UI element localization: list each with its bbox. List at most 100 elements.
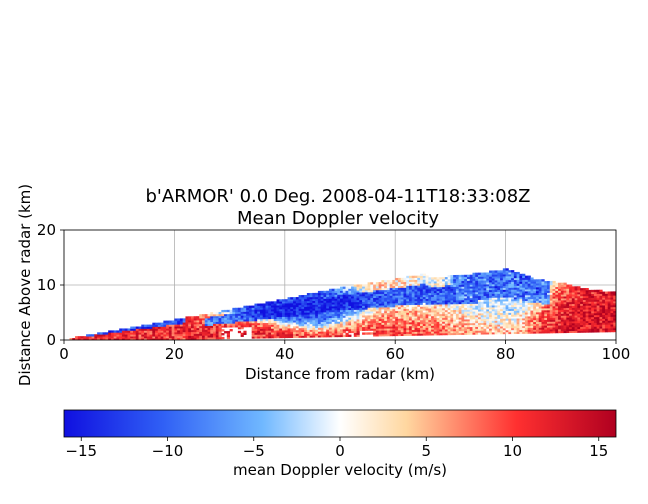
- velocity-cell: [486, 291, 490, 295]
- velocity-cell: [328, 306, 333, 309]
- velocity-cell: [599, 308, 603, 312]
- velocity-cell: [428, 315, 432, 319]
- velocity-cell: [483, 305, 487, 308]
- velocity-cell: [458, 276, 462, 280]
- velocity-cell: [516, 304, 520, 307]
- velocity-cell: [508, 275, 512, 279]
- velocity-cell: [464, 286, 468, 289]
- velocity-cell: [428, 300, 432, 303]
- velocity-cell: [193, 318, 197, 321]
- velocity-cell: [340, 286, 344, 289]
- velocity-cell: [547, 282, 551, 286]
- velocity-cell: [569, 324, 573, 328]
- velocity-cell: [486, 305, 490, 308]
- velocity-cell: [447, 277, 451, 280]
- velocity-cell: [199, 321, 203, 325]
- velocity-cell: [301, 310, 305, 313]
- velocity-cell: [480, 328, 484, 331]
- velocity-cell: [295, 333, 299, 336]
- velocity-cell: [420, 292, 424, 296]
- velocity-cell: [433, 300, 437, 303]
- velocity-cell: [420, 323, 424, 327]
- velocity-cell: [370, 293, 374, 297]
- velocity-cell: [417, 308, 421, 311]
- velocity-cell: [409, 327, 413, 331]
- velocity-cell: [323, 300, 327, 303]
- velocity-cell: [560, 328, 564, 332]
- velocity-cell: [378, 328, 382, 331]
- velocity-cell: [436, 325, 440, 328]
- velocity-cell: [381, 310, 385, 314]
- velocity-cell: [185, 318, 189, 321]
- velocity-cell: [593, 295, 598, 298]
- velocity-cell: [378, 282, 382, 285]
- velocity-cell: [411, 310, 415, 313]
- velocity-cell: [378, 301, 382, 304]
- velocity-cell: [323, 294, 327, 297]
- velocity-cell: [397, 283, 402, 287]
- velocity-cell: [505, 287, 509, 290]
- velocity-cell: [538, 279, 542, 282]
- velocity-cell: [439, 311, 443, 315]
- velocity-cell: [502, 328, 506, 331]
- velocity-cell: [204, 333, 208, 336]
- velocity-cell: [453, 325, 457, 328]
- velocity-cell: [235, 313, 239, 316]
- velocity-cell: [489, 310, 493, 314]
- velocity-cell: [295, 320, 299, 323]
- velocity-cell: [535, 325, 540, 328]
- velocity-cell: [392, 314, 396, 317]
- velocity-cell: [149, 324, 153, 327]
- velocity-cell: [508, 314, 512, 317]
- velocity-cell: [566, 286, 570, 289]
- velocity-cell: [585, 288, 589, 291]
- velocity-cell: [453, 284, 457, 287]
- velocity-cell: [422, 315, 426, 319]
- velocity-cell: [287, 333, 291, 337]
- velocity-cell: [511, 308, 515, 311]
- velocity-cell: [422, 327, 426, 330]
- velocity-cell: [442, 329, 446, 332]
- velocity-cell: [356, 311, 360, 314]
- velocity-cell: [141, 332, 145, 335]
- velocity-cell: [538, 331, 542, 334]
- velocity-cell: [188, 318, 192, 321]
- velocity-cell: [124, 336, 128, 339]
- velocity-cell: [447, 286, 451, 289]
- velocity-cell: [367, 295, 371, 299]
- velocity-cell: [491, 316, 495, 319]
- velocity-cell: [439, 296, 443, 299]
- velocity-cell: [248, 307, 253, 310]
- velocity-cell: [524, 300, 529, 303]
- velocity-cell: [552, 321, 556, 324]
- velocity-cell: [166, 335, 170, 339]
- velocity-cell: [304, 323, 308, 327]
- velocity-cell: [522, 319, 526, 323]
- velocity-cell: [356, 297, 360, 301]
- velocity-cell: [544, 300, 548, 303]
- velocity-cell: [248, 311, 253, 314]
- velocity-cell: [593, 297, 598, 300]
- velocity-cell: [177, 331, 181, 335]
- velocity-cell: [464, 313, 468, 316]
- velocity-cell: [541, 294, 545, 297]
- velocity-cell: [547, 329, 551, 332]
- velocity-cell: [348, 315, 352, 318]
- velocity-cell: [494, 330, 498, 333]
- velocity-cell: [386, 293, 391, 296]
- velocity-cell: [491, 287, 495, 291]
- velocity-cell: [566, 313, 570, 316]
- velocity-cell: [359, 299, 363, 303]
- velocity-cell: [409, 316, 413, 319]
- velocity-cell: [282, 316, 286, 319]
- velocity-cell: [373, 293, 377, 297]
- velocity-cell: [265, 324, 269, 327]
- velocity-cell: [386, 333, 391, 337]
- velocity-cell: [433, 313, 437, 317]
- velocity-cell: [182, 320, 186, 323]
- velocity-cell: [574, 292, 578, 295]
- velocity-cell: [475, 278, 479, 281]
- velocity-cell: [348, 309, 352, 312]
- velocity-cell: [466, 328, 471, 331]
- velocity-cell: [149, 326, 153, 329]
